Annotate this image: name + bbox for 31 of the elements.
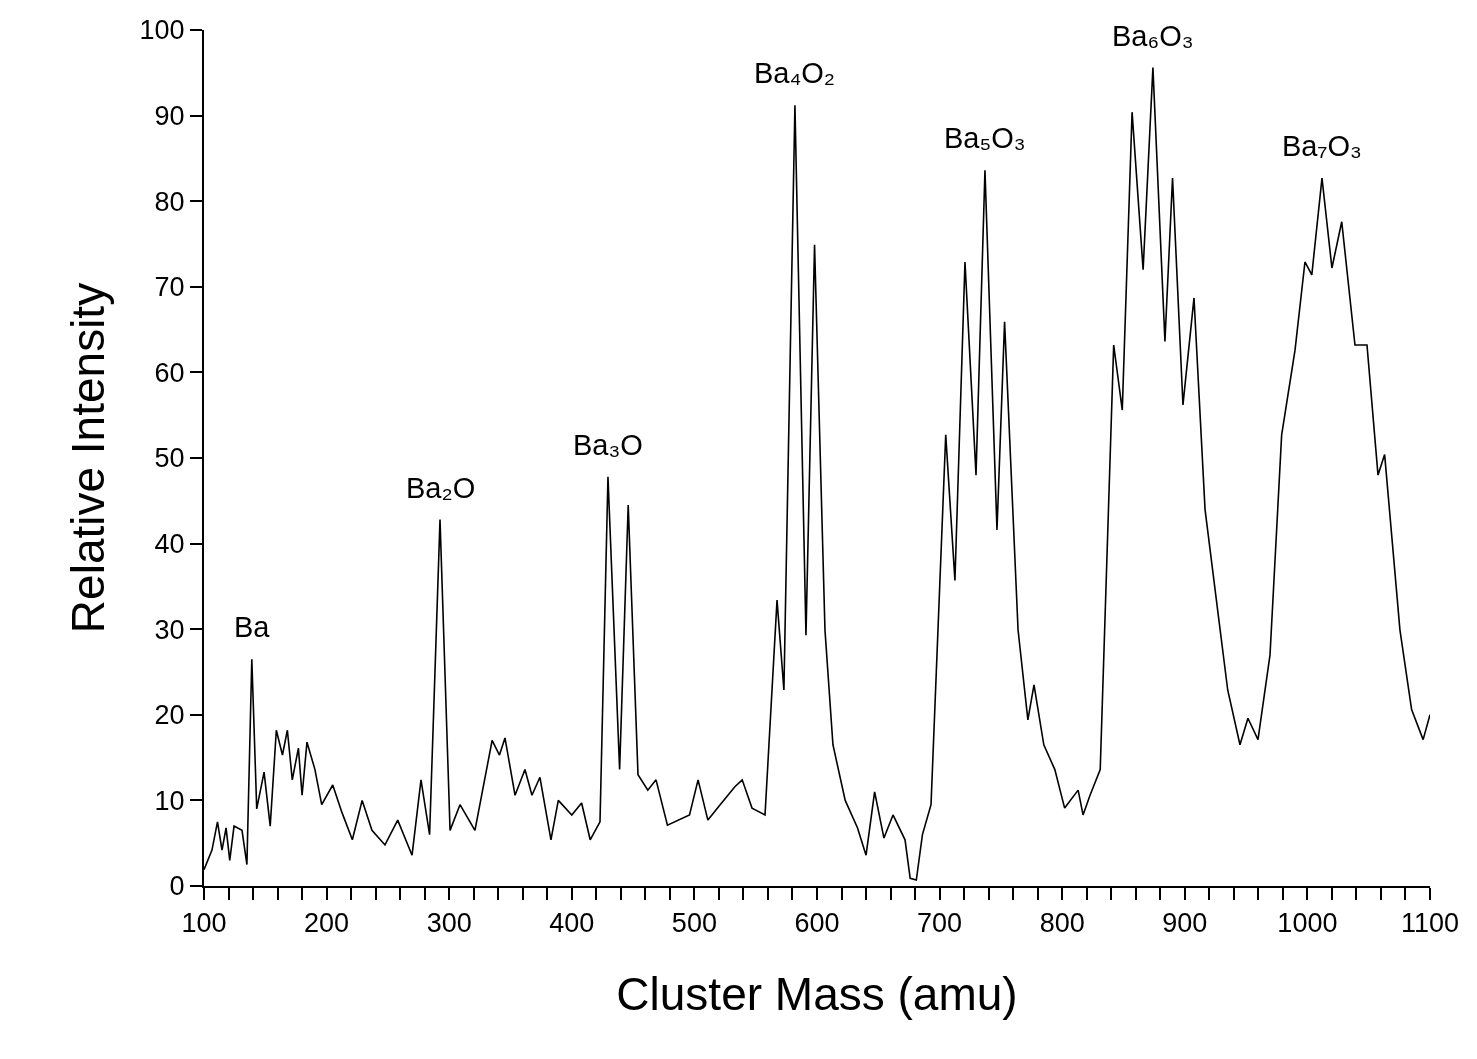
x-tick-label: 500 (671, 908, 717, 939)
x-tick-label: 600 (794, 908, 840, 939)
x-axis-title: Cluster Mass (amu) (616, 967, 1018, 1020)
y-tick-label: 90 (154, 101, 185, 132)
x-tick-label: 400 (549, 908, 595, 939)
y-tick-label: 80 (154, 186, 185, 217)
x-tick-label: 1000 (1277, 908, 1338, 939)
x-tick-label: 900 (1162, 908, 1208, 939)
y-tick-label: 0 (169, 871, 185, 902)
annotation: Ba₂O (406, 472, 476, 504)
annotation: Ba (234, 611, 271, 643)
y-tick-label: 60 (154, 357, 185, 388)
x-tick-label: 1100 (1400, 908, 1460, 939)
annotation: Ba₄O₂ (754, 57, 836, 89)
x-tick-label: 200 (304, 908, 350, 939)
x-tick-label: 800 (1039, 908, 1085, 939)
annotation: Ba₆O₃ (1112, 20, 1194, 52)
y-tick-label: 40 (154, 529, 185, 560)
x-tick-label: 700 (917, 908, 963, 939)
y-axis-title: Relative Intensity (62, 282, 115, 634)
x-tick-label: 300 (426, 908, 472, 939)
y-tick-label: 100 (139, 15, 185, 46)
annotation: Ba₃O (573, 429, 643, 461)
x-tick-label: 100 (181, 908, 227, 939)
y-tick-label: 20 (154, 700, 185, 731)
y-tick-label: 30 (154, 614, 185, 645)
y-tick-label: 10 (154, 785, 185, 816)
annotation: Ba₅O₃ (944, 122, 1026, 154)
y-tick-label: 70 (154, 272, 185, 303)
y-tick-label: 50 (154, 443, 185, 474)
annotation: Ba₇O₃ (1282, 130, 1362, 162)
